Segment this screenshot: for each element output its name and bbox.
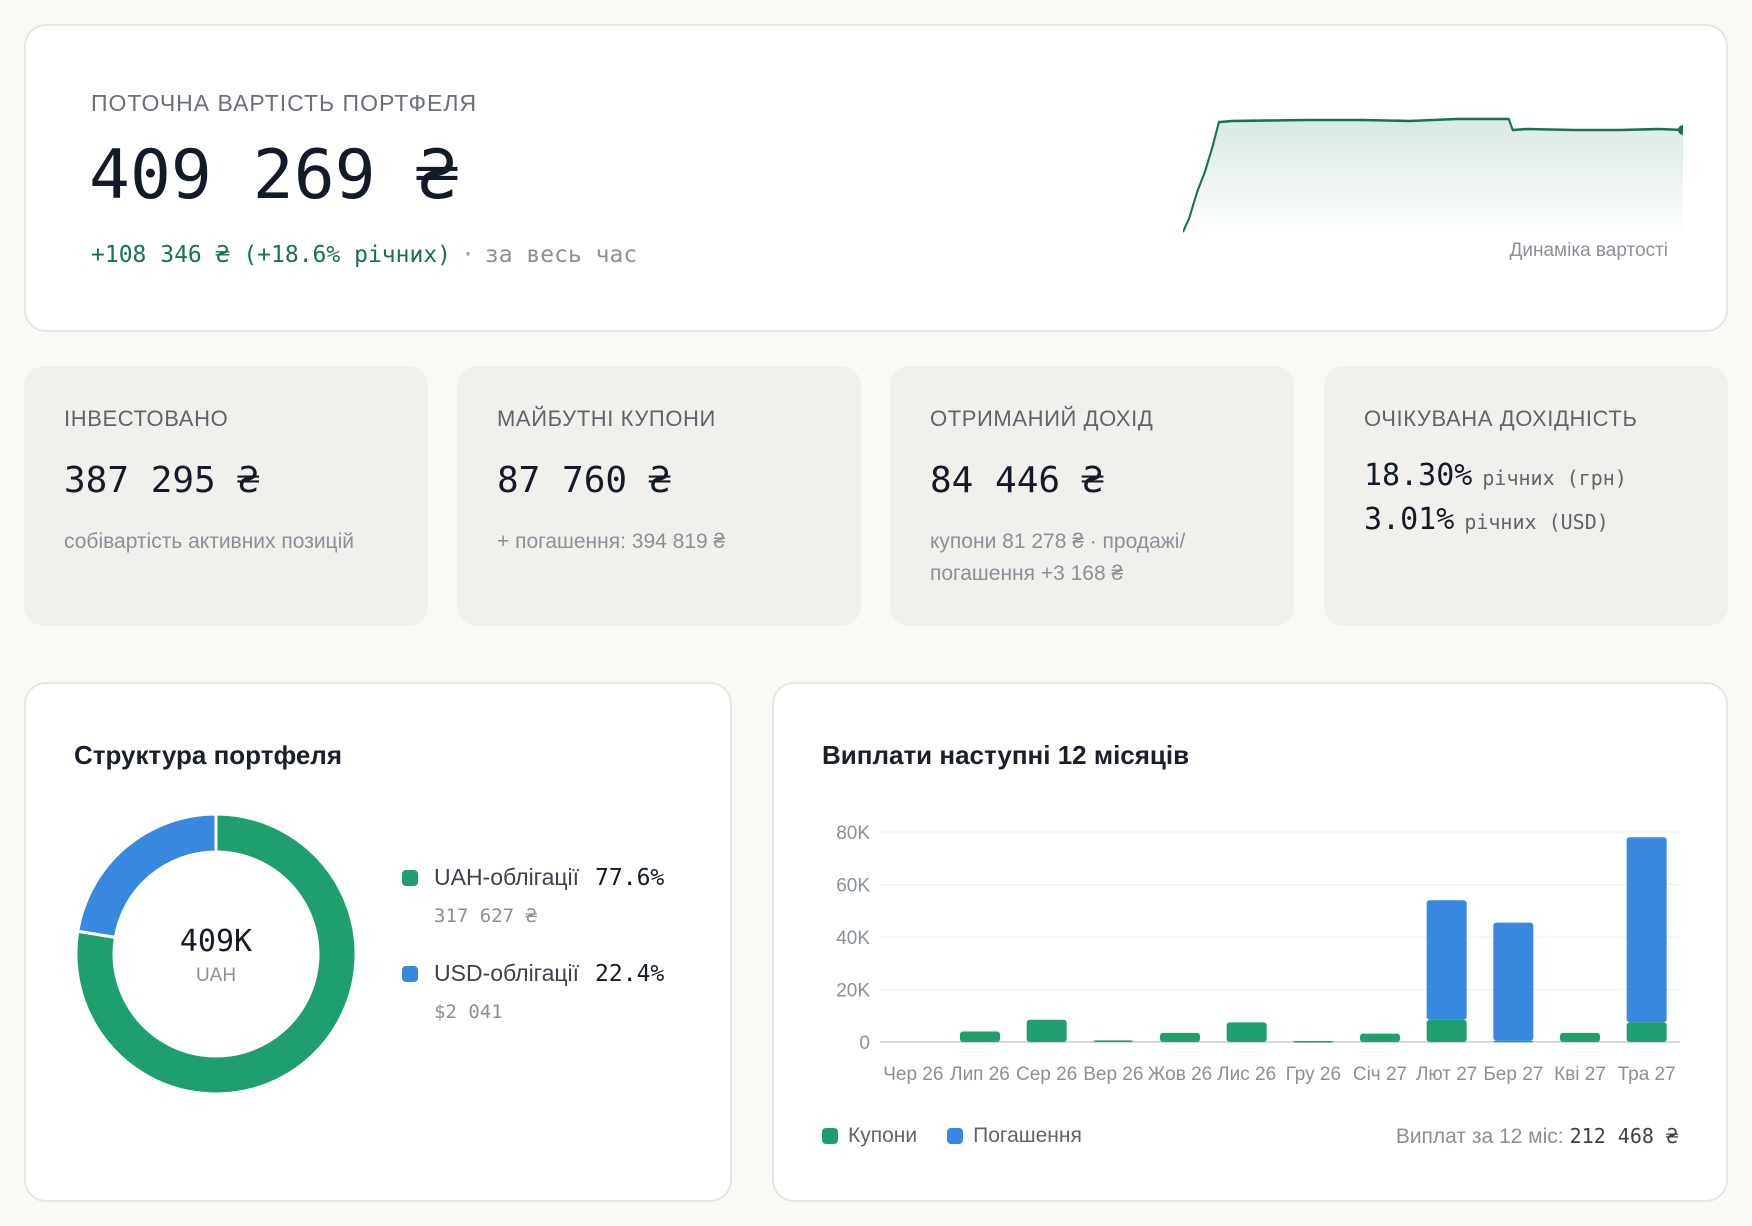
stat-value: 84 446 ₴ — [930, 460, 1104, 501]
yield-unit: річних (грн) — [1482, 466, 1627, 490]
donut-slice-1 — [76, 812, 218, 940]
stat-subtext: собівартість активних позицій — [64, 530, 354, 553]
payouts-total-value: 212 468 ₴ — [1569, 1124, 1678, 1148]
yield-usd: 3.01% річних (USD) — [1364, 502, 1609, 537]
portfolio-change-period: за весь час — [484, 242, 638, 268]
payouts-legend: Купони Погашення — [822, 1124, 1112, 1148]
bar-coupons[interactable] — [1160, 1032, 1200, 1042]
legend-amount: $2 041 — [434, 1001, 503, 1023]
bar-coupons[interactable] — [1026, 1019, 1067, 1042]
sparkline-line — [1183, 117, 1683, 233]
y-tick-label: 0 — [859, 1033, 870, 1054]
stat-card-expected-yield: ОЧІКУВАНА ДОХІДНІСТЬ 18.30% річних (грн) … — [1324, 366, 1728, 626]
donut-total: 409K — [179, 924, 253, 959]
bar-coupons[interactable] — [1560, 1032, 1600, 1042]
portfolio-value-label: ПОТОЧНА ВАРТІСТЬ ПОРТФЕЛЯ — [91, 90, 478, 116]
x-tick-label: Бер 27 — [1483, 1064, 1543, 1085]
legend-item-uah-bonds: UAH-облігації 77.6% 317 627 ₴ — [402, 864, 664, 927]
y-tick-label: 40K — [836, 928, 870, 949]
x-tick-label: Лип 26 — [950, 1064, 1010, 1085]
y-tick-label: 60K — [836, 876, 870, 897]
bar-coupons[interactable] — [1226, 1022, 1267, 1042]
x-tick-label: Лют 27 — [1416, 1064, 1477, 1085]
legend-amount: 317 627 ₴ — [434, 905, 537, 927]
legend-item-coupons: Купони — [822, 1124, 917, 1148]
y-tick-label: 80K — [836, 823, 870, 844]
legend-swatch — [402, 869, 418, 886]
x-tick-label: Гру 26 — [1286, 1064, 1342, 1085]
stat-subtext: купони 81 278 ₴ · продажі/ погашення +3 … — [930, 530, 1186, 585]
bar-coupons[interactable] — [1626, 1022, 1667, 1042]
card-title: Виплати наступні 12 місяців — [822, 740, 1190, 770]
payouts-bar-chart: 0 20K 40K 60K 80K Чер 26 Лип 26 Сер 26 Вер 26 Жов… — [836, 823, 1680, 1085]
x-tick-label: Сер 26 — [1016, 1064, 1077, 1085]
portfolio-donut-chart — [74, 812, 358, 1096]
bar-coupons[interactable] — [1493, 1040, 1534, 1043]
stat-card-future-coupons: МАЙБУТНІ КУПОНИ 87 760 ₴ + погашення: 39… — [457, 366, 861, 626]
x-tick-label: Вер 26 — [1083, 1064, 1143, 1085]
legend-item-redemptions: Погашення — [947, 1124, 1082, 1148]
payouts-card: Виплати наступні 12 місяців 0 20K 40K 60K 80… — [772, 682, 1728, 1202]
bar-redemptions[interactable] — [1426, 900, 1467, 1020]
donut-center: 409K UAH — [74, 924, 358, 987]
legend-name: USD-облігації — [434, 960, 580, 986]
bar-coupons[interactable] — [1093, 1040, 1134, 1042]
stat-card-received-income: ОТРИМАНИЙ ДОХІД 84 446 ₴ купони 81 278 ₴… — [890, 366, 1294, 626]
x-tick-label: Чер 26 — [883, 1064, 943, 1085]
donut-unit: UAH — [195, 965, 237, 986]
yield-value: 3.01% — [1364, 502, 1455, 537]
x-tick-label: Тра 27 — [1618, 1064, 1676, 1085]
stat-value: 387 295 ₴ — [64, 460, 260, 501]
stat-subtext: + погашення: 394 819 ₴ — [497, 530, 726, 553]
legend-name: UAH-облігації — [434, 864, 580, 890]
legend-percent: 77.6% — [595, 864, 665, 891]
legend-swatch — [402, 965, 418, 982]
stat-label: МАЙБУТНІ КУПОНИ — [497, 406, 716, 431]
bar-redemptions[interactable] — [1493, 922, 1534, 1041]
bar-coupons[interactable] — [1426, 1019, 1467, 1042]
legend-swatch — [947, 1128, 964, 1144]
stat-label: ІНВЕСТОВАНО — [64, 406, 229, 431]
x-tick-label: Жов 26 — [1148, 1064, 1212, 1085]
payouts-total-label: Виплат за 12 міс: — [1395, 1125, 1564, 1148]
card-title: Структура портфеля — [74, 740, 342, 770]
portfolio-change-amount: +108 346 ₴ (+18.6% річних) — [91, 242, 452, 268]
sparkline-caption: Динаміка вартості — [1509, 240, 1668, 261]
legend-label: Купони — [848, 1124, 918, 1147]
portfolio-value: 409 269 ₴ — [89, 136, 458, 215]
y-tick-label: 20K — [836, 981, 870, 1002]
donut-slice-0 — [74, 812, 358, 1096]
legend-label: Погашення — [973, 1124, 1082, 1147]
sparkline-area — [1183, 119, 1683, 238]
portfolio-structure-card: Структура портфеля 409K UAH UAH-облігаці… — [24, 682, 732, 1202]
sparkline-endpoint — [1678, 125, 1683, 135]
bar-redemptions[interactable] — [1626, 837, 1667, 1023]
stat-card-invested: ІНВЕСТОВАНО 387 295 ₴ собівартість актив… — [24, 366, 428, 626]
stat-value: 87 760 ₴ — [497, 460, 671, 501]
payouts-total: Виплат за 12 міс: 212 468 ₴ — [1396, 1124, 1678, 1149]
value-sparkline — [1183, 117, 1683, 238]
x-tick-label: Кві 27 — [1554, 1064, 1606, 1085]
legend-swatch — [822, 1128, 838, 1144]
bar-coupons[interactable] — [1360, 1033, 1400, 1042]
stat-label: ОТРИМАНИЙ ДОХІД — [930, 406, 1154, 431]
x-tick-label: Січ 27 — [1353, 1064, 1407, 1085]
yield-unit: річних (USD) — [1464, 510, 1609, 534]
portfolio-value-card: ПОТОЧНА ВАРТІСТЬ ПОРТФЕЛЯ 409 269 ₴ +108… — [24, 24, 1728, 332]
yield-value: 18.30% — [1364, 458, 1473, 493]
bar-coupons[interactable] — [1293, 1040, 1334, 1043]
portfolio-change: +108 346 ₴ (+18.6% річних) · за весь час — [91, 242, 637, 268]
bar-coupons[interactable] — [960, 1031, 1000, 1043]
legend-item-usd-bonds: USD-облігації 22.4% $2 041 — [402, 960, 664, 1023]
yield-uah: 18.30% річних (грн) — [1364, 458, 1627, 493]
x-tick-label: Лис 26 — [1217, 1064, 1276, 1085]
stat-label: ОЧІКУВАНА ДОХІДНІСТЬ — [1364, 406, 1638, 431]
legend-percent: 22.4% — [595, 960, 665, 987]
separator-dot: · — [461, 242, 475, 268]
